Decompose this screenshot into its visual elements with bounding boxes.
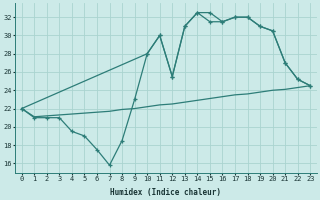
X-axis label: Humidex (Indice chaleur): Humidex (Indice chaleur) — [110, 188, 221, 197]
